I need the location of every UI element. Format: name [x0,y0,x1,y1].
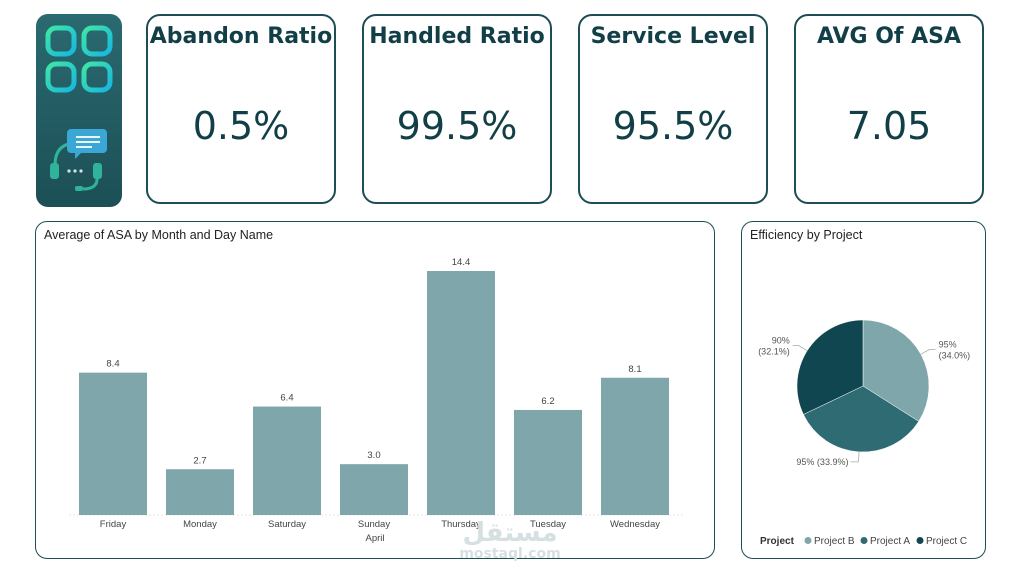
pie-data-label: 90% [772,335,790,345]
bar-data-label: 8.1 [628,364,641,375]
pie-chart-panel[interactable]: Efficiency by Project 95% (34.0%) 95% (33.… [741,221,986,559]
pie-data-label: (32.1%) [758,346,790,356]
x-tick-label: Saturday [268,519,306,530]
kpi-title: AVG Of ASA [816,24,962,49]
x-tick-label: Thursday [441,519,481,530]
x-tick-label: Sunday [358,519,390,530]
kpi-value: 7.05 [846,104,932,148]
headset-chat-icon [50,129,107,191]
pie-leader-line [920,348,936,355]
kpi-value: 99.5% [396,104,518,148]
pie-chart-title: Efficiency by Project [750,228,863,242]
x-group-label: April [365,533,384,544]
legend-item: Project B [814,536,855,547]
legend-marker [804,537,812,544]
kpi-title: Service Level [590,24,756,49]
apps-grid-icon[interactable] [44,24,114,94]
pie-slice [803,385,920,453]
x-tick-label: Friday [100,519,127,530]
pie-data-label: 95% (33.9%) [796,457,848,467]
x-tick-label: Wednesday [610,519,660,530]
watermark-latin: mostaql.com [459,546,561,562]
legend-item: Project C [926,536,967,547]
kpi-title: Abandon Ratio [149,24,333,49]
kpi-card-service-level: Service Level 95.5% [578,14,768,204]
watermark-arabic: مستقل [462,518,558,548]
kpi-card-handled-ratio: Handled Ratio 99.5% [362,14,552,204]
pie-slice [862,319,930,422]
bar-data-label: 3.0 [367,450,380,461]
watermark: مستقل mostaql.com [440,520,580,562]
bar-chart-title: Average of ASA by Month and Day Name [44,228,274,242]
bar [166,469,234,515]
bar-data-label: 14.4 [452,257,471,268]
pie-chart: 95%(34.0%) 95% (33.9%) 90%(32.1%) Project Pr… [758,319,971,547]
bar-data-label: 6.4 [280,393,293,404]
bar [79,372,147,515]
pie-data-label: 95% [939,339,957,349]
pie-leader-line [850,451,860,463]
legend-title: Project [760,536,795,547]
pie-slice [796,319,864,415]
bar-data-label: 6.2 [541,396,554,407]
bar [601,377,669,515]
kpi-value: 95.5% [612,104,734,148]
legend-item: Project A [870,536,910,547]
legend-marker [916,537,924,544]
pie-leader-line [792,345,808,352]
bar [427,271,495,515]
bar-chart: 8.4 Friday 2.7 Monday 6.4 Saturday 3.0 Sunday 14… [69,257,684,544]
bar-chart-panel[interactable]: Average of ASA by Month and Day Name 8.4… [35,221,715,559]
kpi-title: Handled Ratio [369,24,545,49]
x-tick-label: Monday [183,519,217,530]
pie-data-label: (34.0%) [939,350,971,360]
bar-data-label: 8.4 [106,359,119,370]
bar [340,464,408,515]
kpi-card-avg-asa: AVG Of ASA 7.05 [794,14,984,204]
sidebar [36,14,122,207]
bar-data-label: 2.7 [193,455,206,466]
legend-marker [860,537,868,544]
bar [253,406,321,515]
kpi-value: 0.5% [192,104,290,148]
x-tick-label: Tuesday [530,519,566,530]
bar [514,409,582,515]
kpi-card-abandon-ratio: Abandon Ratio 0.5% [146,14,336,204]
